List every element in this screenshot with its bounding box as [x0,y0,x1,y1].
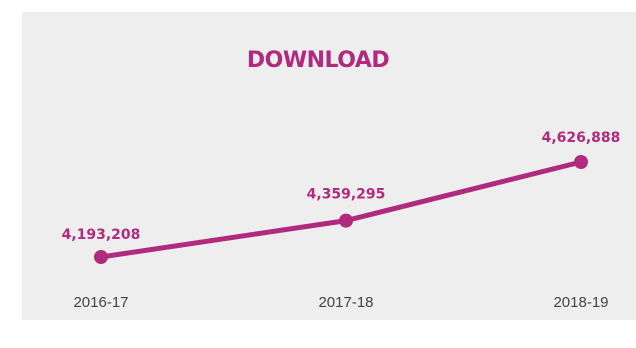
series-line [98,159,584,260]
data-point [339,213,353,228]
chart-marks: 4,193,208 4,359,295 4,626,888 2016-17 2017-1… [62,130,621,311]
x-tick-label: 2018-19 [553,294,608,311]
data-label: 4,626,888 [542,130,621,146]
data-point [94,250,108,264]
chart-panel [22,12,636,320]
x-tick-label: 2016-17 [73,294,128,311]
data-point [574,155,588,169]
data-label: 4,359,295 [307,187,386,203]
data-label: 4,193,208 [62,227,141,243]
x-tick-label: 2017-18 [318,294,373,311]
chart-title: DOWNLOAD [246,48,390,73]
